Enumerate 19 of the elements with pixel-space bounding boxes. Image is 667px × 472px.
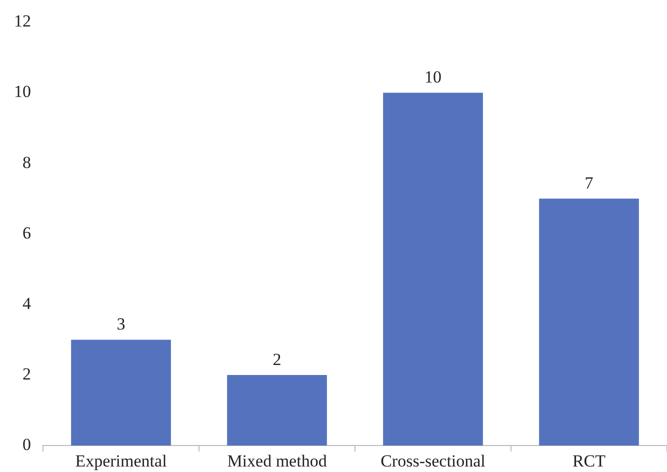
y-tick-label: 10	[14, 82, 31, 102]
bar	[539, 198, 639, 446]
x-tick-label: Experimental	[75, 451, 168, 470]
x-tick-label: Mixed method	[227, 451, 328, 470]
y-tick-label: 12	[14, 12, 31, 31]
data-label: 2	[272, 350, 282, 369]
y-tick-label: 8	[22, 152, 31, 172]
y-tick-label: 6	[22, 223, 31, 242]
y-tick-label: 0	[22, 435, 31, 454]
bar	[227, 375, 327, 446]
y-tick-label: 4	[22, 294, 32, 313]
bar	[71, 340, 171, 446]
data-label: 10	[424, 68, 442, 87]
y-tick-label: 2	[22, 364, 31, 384]
x-tick-label: Cross-sectional	[380, 451, 486, 470]
data-label: 7	[584, 174, 594, 193]
x-tick-label: RCT	[572, 451, 606, 470]
bar	[383, 92, 483, 446]
data-label: 3	[116, 314, 126, 334]
